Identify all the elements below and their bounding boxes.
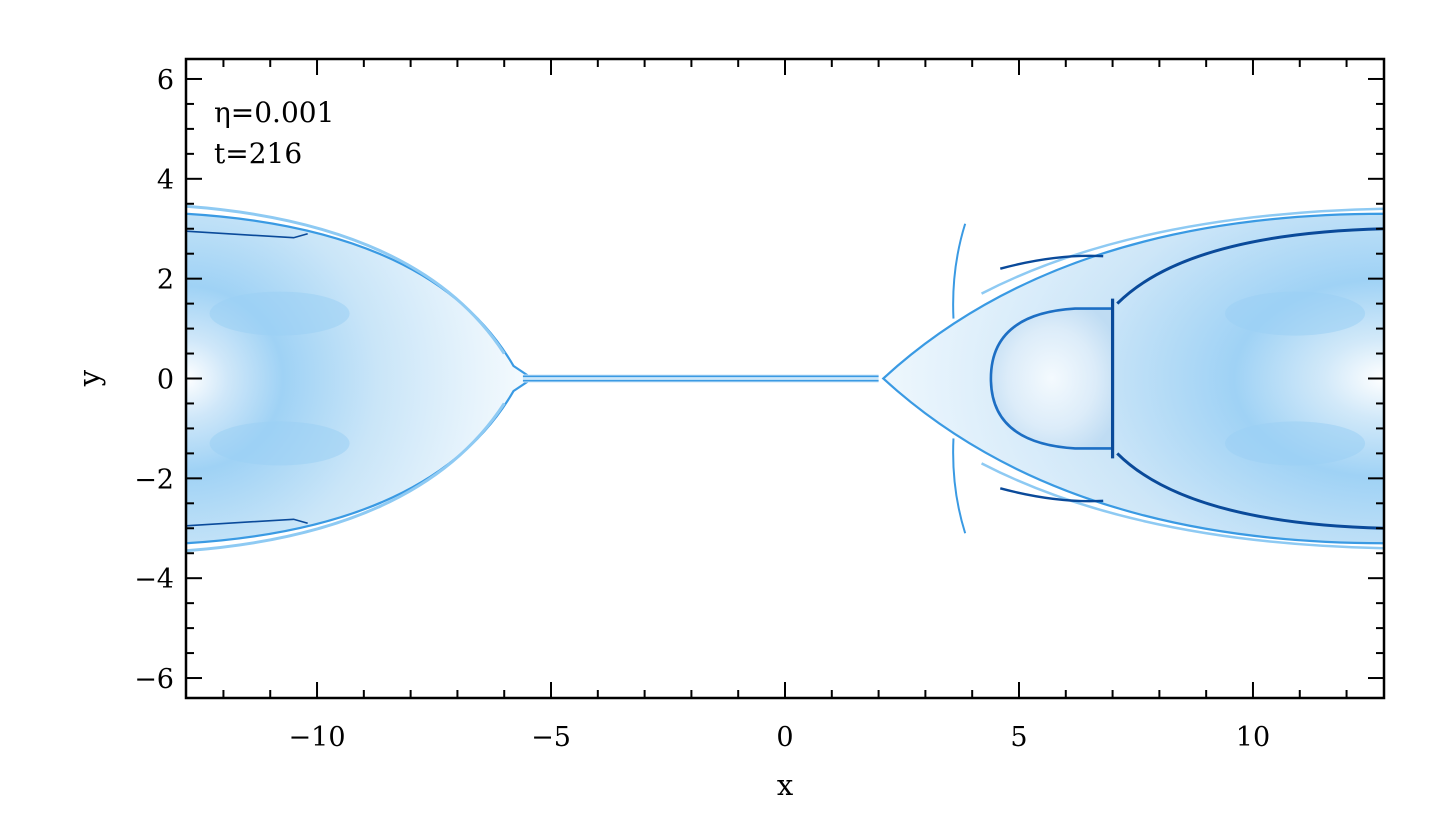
right-inner-contour	[1116, 452, 1384, 530]
left-inner-contour	[186, 230, 308, 239]
y-tick-label: −6	[134, 664, 174, 695]
left-outer-band	[186, 402, 506, 553]
left-lobe	[209, 291, 350, 336]
right-outer-band	[980, 462, 1384, 550]
right-plasmoid-boundary	[881, 212, 1384, 545]
right-plasmoid-fill	[883, 213, 1384, 544]
x-tick-label: −10	[289, 722, 346, 753]
shock-arc-upper	[952, 223, 967, 319]
axis-ticks	[186, 59, 1384, 698]
tick-labels: −10 −5 0 5 10 −6 −4 −2 0 2 4 6	[134, 65, 1270, 753]
current-sheet-glow	[522, 374, 879, 383]
x-tick-label: −5	[531, 722, 571, 753]
x-tick-label: 5	[1010, 722, 1027, 753]
x-tick-label: 0	[776, 722, 793, 753]
right-dark-arc	[999, 487, 1104, 503]
annotation-eta: η=0.001	[214, 96, 334, 129]
x-axis-label: x	[777, 768, 793, 802]
right-lobe	[1225, 421, 1366, 466]
left-plasmoid-boundary	[186, 212, 535, 545]
y-tick-label: 2	[157, 265, 174, 296]
y-tick-label: −2	[134, 464, 174, 495]
y-tick-label: 0	[157, 365, 174, 396]
annotation-time: t=216	[214, 137, 302, 170]
heatmap-layer	[186, 204, 1384, 553]
inner-loop	[989, 307, 1114, 450]
left-lobe	[209, 421, 350, 466]
y-axis-label: y	[72, 369, 106, 387]
right-dark-arc	[999, 254, 1104, 270]
right-outer-band	[980, 207, 1384, 295]
right-inner-contour	[1116, 227, 1384, 305]
y-tick-label: 4	[157, 165, 174, 196]
x-tick-label: 10	[1236, 722, 1270, 753]
right-lobe	[1225, 291, 1366, 336]
left-outer-band	[186, 204, 506, 355]
left-plasmoid-fill	[186, 213, 533, 544]
y-tick-label: −4	[134, 564, 174, 595]
shock-arc-lower	[952, 438, 967, 534]
y-tick-label: 6	[157, 65, 174, 96]
left-inner-contour	[186, 518, 308, 527]
